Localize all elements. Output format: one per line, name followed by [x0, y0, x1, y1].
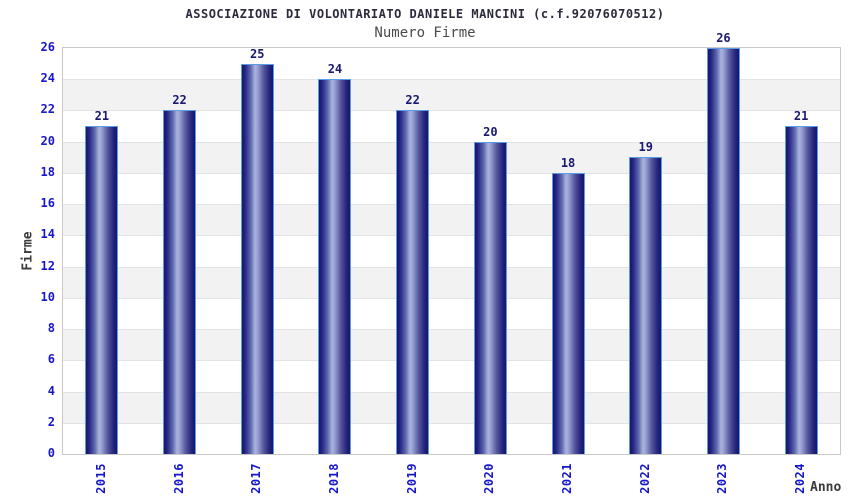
x-tick-label: 2017: [249, 463, 264, 494]
bar-value-label: 18: [560, 155, 576, 170]
x-tick-label: 2015: [93, 463, 108, 494]
gridline: [63, 172, 840, 174]
gridline: [63, 266, 840, 268]
gridline: [63, 391, 840, 393]
bar: [396, 110, 430, 454]
y-tick-label: 18: [40, 164, 55, 179]
bar-value-label: 22: [172, 93, 187, 108]
bar-value-label: 25: [250, 46, 265, 61]
bar: [318, 79, 352, 454]
bar: [163, 110, 197, 454]
x-tick-label: 2023: [715, 463, 730, 494]
y-tick-label: 8: [47, 321, 55, 336]
y-tick-label: 24: [40, 71, 55, 86]
bar: [473, 141, 507, 454]
x-axis-title: Anno: [810, 480, 842, 495]
bar: [551, 172, 585, 454]
chart-title: ASSOCIAZIONE DI VOLONTARIATO DANIELE MAN…: [185, 7, 665, 21]
gridline: [63, 79, 840, 81]
bar: [784, 126, 818, 454]
gridline: [63, 235, 840, 237]
gridline: [63, 329, 840, 331]
gridline: [63, 297, 840, 299]
y-tick-label: 14: [40, 227, 55, 242]
gridline: [63, 110, 840, 112]
bar-value-label: 20: [483, 124, 498, 139]
bar-value-label: 21: [94, 109, 110, 124]
y-tick-label: 16: [40, 196, 55, 211]
y-tick-label: 10: [40, 289, 55, 304]
y-tick-label: 26: [40, 40, 55, 54]
x-tick-label: 2018: [326, 463, 341, 494]
bar-value-label: 24: [327, 62, 343, 77]
bar: [85, 126, 119, 454]
bar-value-label: 22: [405, 93, 420, 108]
chart-subtitle: Numero Firme: [374, 25, 476, 41]
x-tick-label: 2021: [560, 463, 575, 494]
bar: [629, 157, 663, 454]
bar-value-label: 19: [638, 140, 653, 155]
gridline: [63, 422, 840, 424]
plot-area: [62, 47, 841, 455]
gridline: [63, 360, 840, 362]
x-tick-label: 2019: [404, 463, 419, 494]
y-tick-label: 0: [47, 446, 55, 460]
x-tick-label: 2020: [482, 463, 497, 494]
bar: [706, 48, 740, 454]
y-tick-label: 12: [40, 258, 55, 273]
gridline: [63, 141, 840, 143]
x-tick-label: 2022: [637, 463, 652, 494]
y-tick-label: 22: [40, 102, 55, 117]
x-tick-label: 2024: [793, 463, 808, 494]
y-tick-label: 2: [47, 414, 55, 429]
x-tick-label: 2016: [171, 463, 186, 494]
gridline: [63, 204, 840, 206]
y-tick-label: 6: [47, 352, 55, 367]
y-tick-label: 20: [40, 133, 55, 148]
bar-value-label: 26: [716, 31, 731, 45]
y-tick-label: 4: [47, 383, 55, 398]
bar: [240, 63, 274, 454]
bar-value-label: 21: [793, 109, 809, 124]
